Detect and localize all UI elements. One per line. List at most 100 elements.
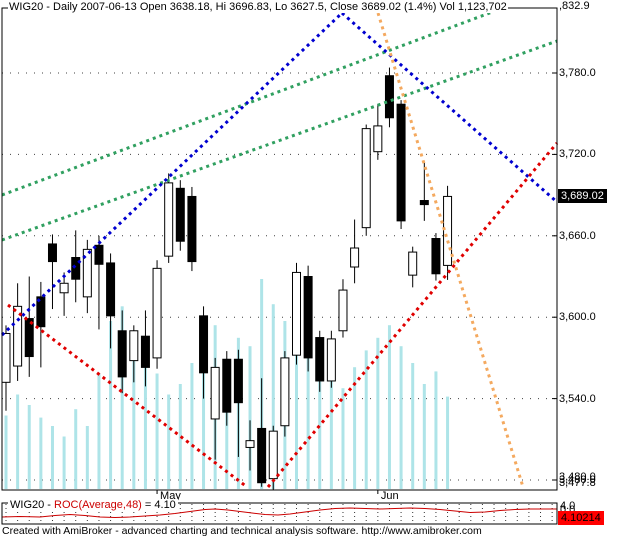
last-close-axis-label: 3,689.02 — [558, 189, 607, 203]
volume-bar — [318, 367, 322, 489]
candle-up — [82, 248, 92, 298]
y-axis-label: 3,660.0 — [559, 229, 596, 242]
candle-up — [280, 357, 290, 427]
candle-down — [384, 75, 394, 119]
candle-up — [59, 282, 69, 294]
candle-up — [292, 271, 301, 356]
volume-bar — [329, 379, 333, 489]
volume-bar — [341, 388, 345, 489]
candle-down — [140, 335, 150, 368]
candle-down — [222, 358, 232, 413]
candle-down — [303, 276, 313, 359]
green-channel-lower — [1, 39, 558, 242]
candle-down — [199, 315, 209, 374]
y-axis-min-label: 3,477.8 — [559, 477, 596, 489]
candle-down — [315, 337, 325, 382]
candle-down — [71, 257, 81, 280]
volume-bar — [271, 304, 275, 489]
volume-bar — [16, 394, 20, 489]
y-axis-label-overlap: 3,480.0 — [559, 471, 596, 483]
volume-bar — [109, 321, 113, 489]
candle-down — [117, 330, 127, 378]
candle-down — [94, 244, 104, 265]
volume-bar — [364, 350, 368, 489]
volume-bar — [4, 415, 8, 489]
volume-bar — [202, 342, 206, 489]
candle-up — [326, 338, 336, 382]
candle-down — [257, 427, 267, 484]
y-axis-label: 3,780.0 — [559, 67, 596, 79]
blue-falling-resistance — [341, 11, 558, 204]
candle-down — [419, 200, 429, 206]
volume-bar — [27, 405, 31, 489]
roc-title-value: = 4.10 — [141, 499, 176, 511]
candle-down — [24, 318, 34, 358]
green-channel-upper — [1, 6, 504, 197]
volume-bar — [411, 363, 415, 489]
candle-up — [129, 330, 139, 362]
candle-up — [13, 305, 23, 367]
candle-down — [233, 358, 243, 404]
candle-up — [443, 195, 453, 266]
volume-bar — [434, 371, 438, 489]
volume-bar — [143, 350, 147, 489]
y-axis-max-label: ,832.9 — [559, 0, 590, 12]
candle-up — [268, 430, 278, 480]
volume-bar — [399, 346, 403, 489]
volume-bar — [62, 436, 66, 489]
candle-down — [396, 103, 406, 222]
candle-down — [187, 195, 197, 263]
candle-up — [164, 182, 174, 257]
candle-up — [350, 247, 360, 268]
volume-bar — [155, 373, 159, 489]
roc-title-symbol: WIG20 - — [10, 499, 55, 511]
chart-title: WIG20 - Daily 2007-06-13 Open 3638.18, H… — [8, 1, 508, 13]
roc-panel-border — [1, 502, 558, 525]
orange-falling-trendline — [376, 12, 525, 488]
volume-bar — [387, 325, 391, 489]
x-axis-month-label: Jun — [380, 490, 399, 502]
y-axis-label: 3,540.0 — [559, 392, 596, 405]
candle-up — [361, 128, 371, 229]
volume-bar — [306, 354, 310, 489]
volume-bar — [120, 306, 124, 489]
candle-down — [36, 296, 46, 328]
volume-bar — [446, 396, 450, 489]
volume-bar — [39, 417, 43, 489]
roc-panel-title: WIG20 - ROC(Average,48) = 4.10 — [8, 499, 178, 511]
volume-bar — [50, 426, 54, 489]
candle-down — [175, 187, 185, 242]
y-axis-label: 3,720.0 — [559, 148, 596, 161]
volume-bar — [295, 333, 298, 489]
candle-up — [338, 289, 348, 332]
volume-bar — [190, 363, 194, 489]
candle-up — [152, 267, 162, 359]
amibroker-footer-text: Created with AmiBroker - advanced charti… — [2, 525, 482, 537]
volume-bar — [178, 384, 182, 489]
candle-down — [431, 238, 441, 275]
volume-bar — [422, 384, 426, 489]
roc-indicator-line — [1, 507, 557, 519]
candle-up — [1, 332, 11, 383]
red-falling-trendline — [7, 303, 248, 489]
volume-bar — [132, 337, 136, 489]
candle-down — [47, 243, 57, 263]
volume-bar — [74, 409, 78, 489]
volume-bar — [353, 367, 357, 489]
y-axis-label: 3,600.0 — [559, 311, 596, 324]
candle-up — [408, 251, 418, 276]
roc-scale-label-high: 4.0 — [560, 500, 576, 512]
blue-rising-support — [0, 11, 344, 337]
candle-up — [210, 366, 220, 420]
roc-title-formula: ROC(Average,48) — [54, 499, 142, 511]
volume-bar — [376, 337, 380, 489]
volume-bar — [85, 426, 89, 489]
candle-up — [245, 440, 255, 448]
candle-up — [373, 125, 383, 153]
volume-bar — [248, 346, 252, 489]
volume-bar — [167, 394, 171, 489]
candle-down — [106, 262, 116, 317]
roc-value-label: 4.10214 — [558, 511, 604, 525]
